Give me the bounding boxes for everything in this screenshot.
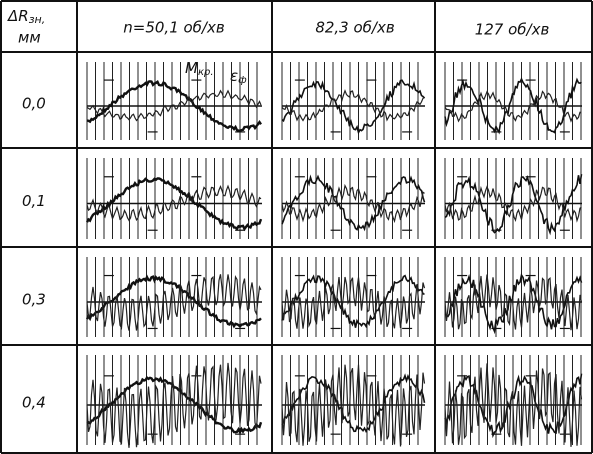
strain-trace [86,184,262,222]
strain-trace [86,362,262,448]
strain-trace [281,276,426,329]
torque-trace [444,77,582,135]
strain-trace [444,90,582,123]
strain-subscript: ф [238,75,247,86]
torque-trace [85,177,263,232]
torque-trace [281,373,426,433]
strain-trace [444,185,582,223]
torque-trace [444,173,583,236]
strain-label: εф [230,67,247,87]
torque-trace [86,79,262,133]
column-header: 82,3 об/хв [315,19,395,37]
strain-trace [86,89,262,122]
column-header: 127 об/хв [475,21,550,39]
strain-trace [281,183,425,224]
corner-subscript: зн, [29,13,46,26]
torque-trace [281,274,425,329]
torque-trace [281,174,426,232]
corner-symbol: ΔRзн, [7,7,45,27]
torque-trace [85,274,262,329]
strain-trace [86,274,262,331]
column-header: n=50,1 об/хв [123,19,225,37]
corner-unit: мм [18,29,41,47]
row-label: 0,3 [22,291,46,309]
row-label: 0,4 [22,394,46,412]
strain-trace [444,363,583,447]
row-label: 0,0 [22,95,46,113]
strain-trace [444,274,583,331]
torque-trace [444,273,583,335]
strain-trace [281,89,425,122]
row-label: 0,1 [22,192,46,210]
corner-symbol-text: ΔR [7,7,29,25]
strain-trace [281,364,426,447]
strain-symbol: ε [230,67,238,85]
torque-symbol: M [185,59,198,77]
torque-trace [281,79,426,135]
